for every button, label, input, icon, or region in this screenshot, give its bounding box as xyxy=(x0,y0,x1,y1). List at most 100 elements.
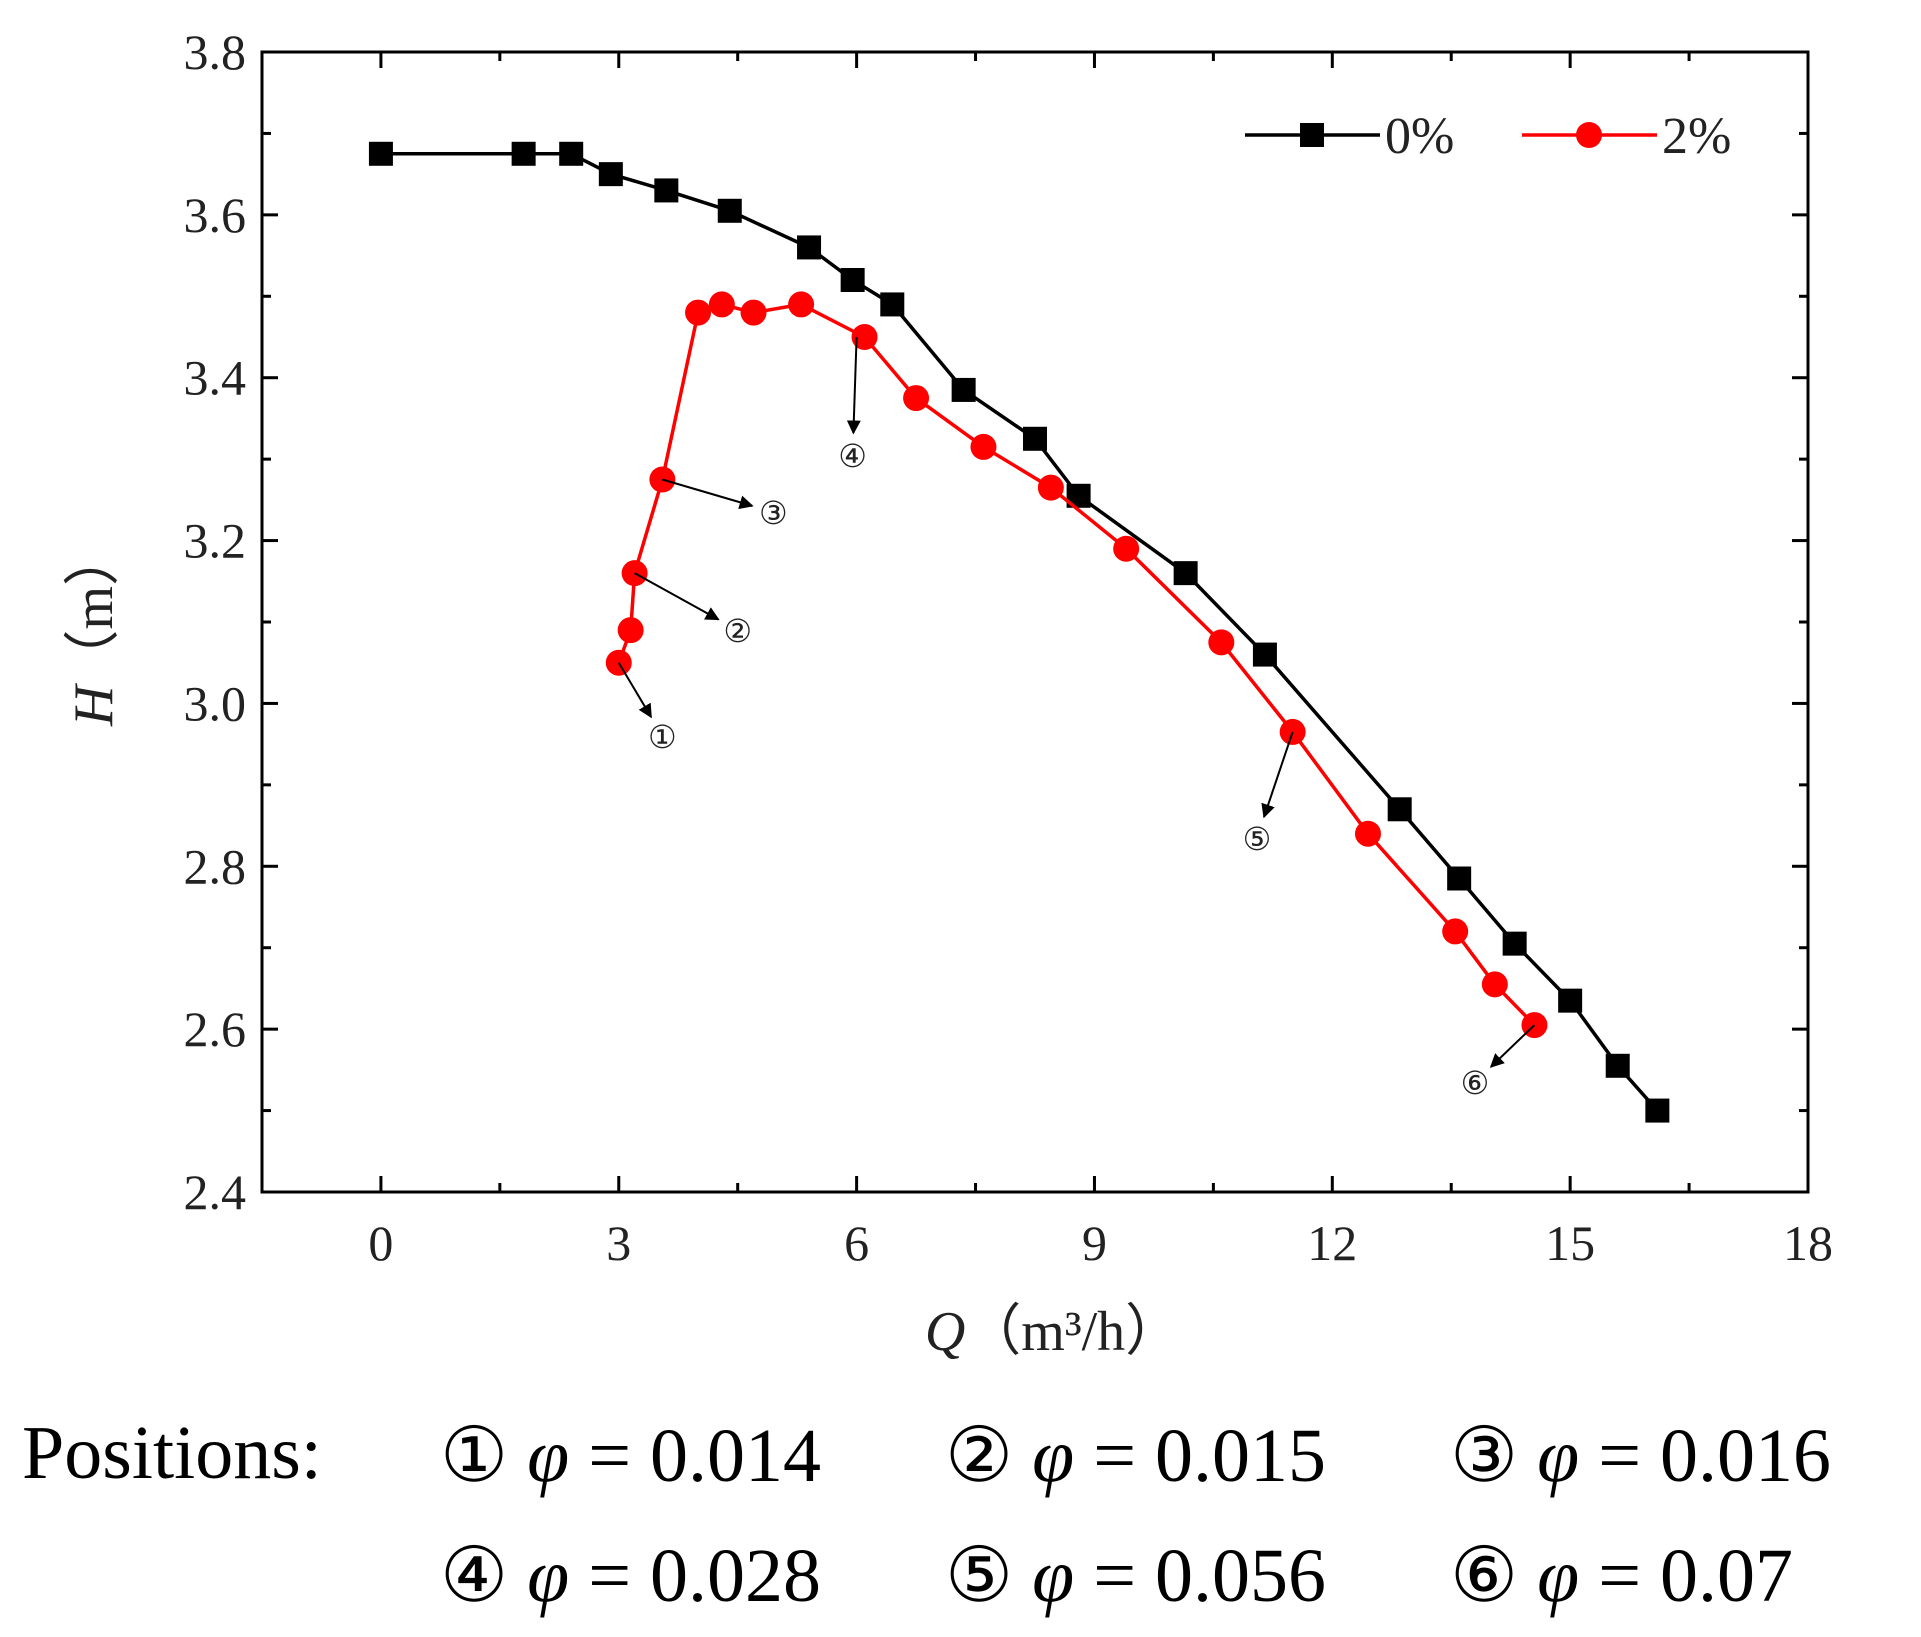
plot-frame xyxy=(260,50,1810,1194)
series-line xyxy=(617,302,1536,1027)
y-tick-label: 2.8 xyxy=(184,838,247,894)
data-point-square xyxy=(1023,426,1047,451)
caption-item-3: ③ φ = 0.016 xyxy=(1450,1410,1831,1500)
caption-value: = 0.056 xyxy=(1093,1534,1327,1618)
data-point-square xyxy=(1645,1098,1670,1123)
annotation-label: ④ xyxy=(838,437,867,475)
x-tick-label: 12 xyxy=(1307,1215,1357,1271)
x-axis-var: Q xyxy=(925,1301,965,1363)
data-point-square xyxy=(951,377,976,402)
annotation-arrow xyxy=(1261,731,1294,819)
legend-label: 0% xyxy=(1385,108,1454,165)
y-tick-label: 3.2 xyxy=(184,513,247,569)
annotation-label: ⑤ xyxy=(1243,820,1272,858)
data-point-circle xyxy=(970,433,997,460)
axes-frame xyxy=(260,50,1810,1194)
annotation-3: ③ xyxy=(662,478,788,532)
series-line xyxy=(380,152,1659,1112)
x-tick-label: 9 xyxy=(1082,1215,1107,1271)
data-point-square xyxy=(880,292,905,317)
y-tick-label: 2.6 xyxy=(184,1001,247,1057)
y-tick-label: 3.8 xyxy=(184,24,247,80)
data-point-circle xyxy=(1442,918,1469,945)
legend-label: 2% xyxy=(1662,108,1731,165)
data-point-square xyxy=(1173,561,1198,586)
data-point-square xyxy=(1447,866,1472,891)
annotation-arrow xyxy=(1489,1024,1536,1068)
data-point-circle xyxy=(903,385,930,412)
data-point-square xyxy=(1605,1053,1630,1078)
data-point-square xyxy=(1558,988,1583,1013)
caption-phi: φ xyxy=(1032,1414,1075,1498)
data-point-circle xyxy=(708,291,735,318)
legend-marker-circle xyxy=(1576,122,1602,148)
x-tick-label: 6 xyxy=(844,1215,869,1271)
data-point-square xyxy=(559,141,584,166)
y-tick-label: 3.0 xyxy=(184,675,247,731)
caption-item-1: ① φ = 0.014 xyxy=(440,1410,821,1500)
caption-phi: φ xyxy=(1537,1414,1580,1498)
data-point-square xyxy=(797,235,822,260)
caption-value: = 0.016 xyxy=(1598,1414,1832,1498)
data-point-square xyxy=(654,178,679,203)
y-tick-label: 3.4 xyxy=(184,350,247,406)
annotation-label: ③ xyxy=(759,494,788,532)
data-point-circle xyxy=(1208,629,1235,656)
data-point-circle xyxy=(740,299,767,326)
annotations-layer: ① ② ③ ④ ⑤ ⑥ xyxy=(617,336,1536,1102)
caption-value: = 0.014 xyxy=(588,1414,822,1498)
annotation-arrow xyxy=(662,478,754,510)
data-point-square xyxy=(1252,642,1277,667)
h-q-chart: 0 3 6 9 12 15 18 2.4 2.6 2.8 3.0 3.2 3.4 3.6 3.8 ① ② ③ ④ ⑤… xyxy=(63,24,1833,1363)
data-point-square xyxy=(511,141,536,166)
caption-value: = 0.07 xyxy=(1598,1534,1794,1618)
data-point-circle xyxy=(1037,474,1064,501)
caption-num: ① xyxy=(440,1414,509,1498)
y-axis-title: H（m） xyxy=(63,530,125,727)
legend-item-two-percent: 2% xyxy=(1522,108,1731,165)
data-point-square xyxy=(1387,797,1412,822)
data-point-square xyxy=(368,141,393,166)
caption-num: ④ xyxy=(440,1534,509,1618)
annotation-4: ④ xyxy=(838,336,867,475)
annotation-label: ⑥ xyxy=(1461,1064,1490,1102)
caption-phi: φ xyxy=(527,1414,570,1498)
caption-item-6: ⑥ φ = 0.07 xyxy=(1450,1530,1793,1620)
caption-value: = 0.028 xyxy=(588,1534,822,1618)
caption-num: ③ xyxy=(1450,1414,1519,1498)
y-axis-var: H xyxy=(63,683,125,727)
caption-prefix: Positions: xyxy=(22,1411,322,1495)
data-point-circle xyxy=(685,299,712,326)
caption-num: ⑤ xyxy=(945,1534,1014,1618)
y-tick-label: 2.4 xyxy=(184,1164,247,1220)
caption-num: ② xyxy=(945,1414,1014,1498)
data-point-circle xyxy=(788,291,815,318)
caption-value: = 0.015 xyxy=(1093,1414,1327,1498)
caption-phi: φ xyxy=(1032,1534,1075,1618)
annotation-arrow xyxy=(634,572,720,621)
x-tick-label: 0 xyxy=(368,1215,393,1271)
annotation-arrow xyxy=(846,336,861,435)
annotation-label: ① xyxy=(648,718,677,756)
axis-titles: Q（m³/h） H（m） xyxy=(63,530,1181,1363)
caption-item-4: ④ φ = 0.028 xyxy=(440,1530,821,1620)
series-layer xyxy=(368,141,1670,1123)
data-point-circle xyxy=(851,324,878,350)
caption-item-5: ⑤ φ = 0.056 xyxy=(945,1530,1326,1620)
annotation-6: ⑥ xyxy=(1461,1024,1536,1102)
caption-phi: φ xyxy=(1537,1534,1580,1618)
series-zero-percent xyxy=(368,141,1670,1123)
data-point-square xyxy=(598,162,623,187)
y-axis-unit: （m） xyxy=(63,530,125,686)
annotation-arrow xyxy=(617,662,652,719)
data-point-square xyxy=(1502,931,1527,956)
caption-phi: φ xyxy=(527,1534,570,1618)
caption-num: ⑥ xyxy=(1450,1534,1519,1618)
x-axis-title: Q（m³/h） xyxy=(925,1301,1181,1363)
legend: 0% 2% xyxy=(1245,108,1731,165)
data-point-circle xyxy=(1354,820,1381,847)
data-point-square xyxy=(717,198,742,223)
legend-marker-square xyxy=(1300,123,1324,147)
x-axis-unit: （m³/h） xyxy=(965,1301,1181,1363)
annotation-1: ① xyxy=(617,662,677,756)
